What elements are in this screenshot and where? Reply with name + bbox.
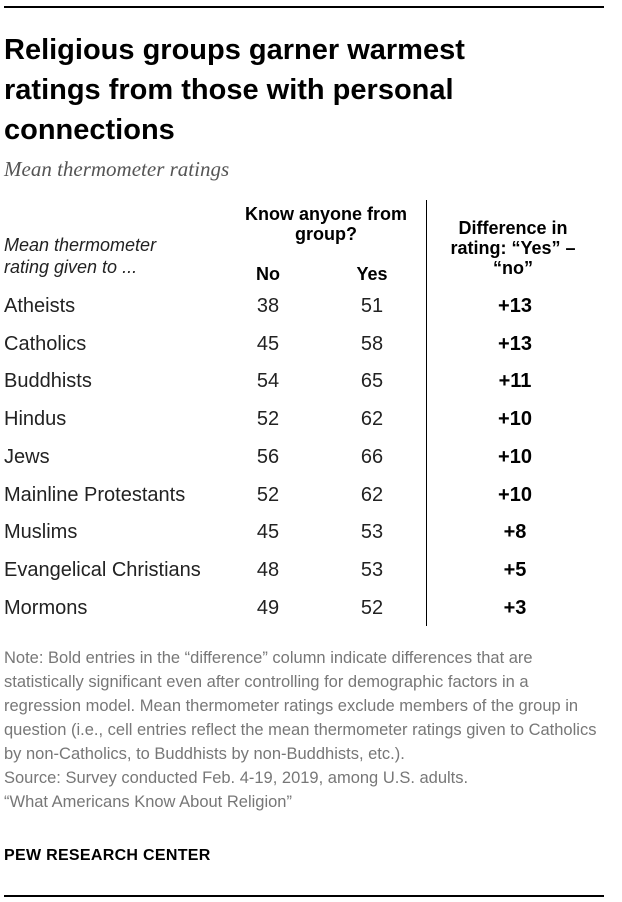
table-row: Atheists 38 51 +13	[0, 293, 622, 330]
rating-difference: +10	[498, 483, 532, 506]
top-rule	[4, 6, 604, 8]
rating-difference: +3	[503, 596, 527, 619]
table-row: Jews 56 66 +10	[0, 444, 622, 481]
group-name: Jews	[4, 445, 50, 468]
rating-no: 52	[256, 483, 280, 506]
rating-difference: +8	[503, 521, 527, 544]
rating-yes: 62	[360, 483, 384, 506]
group-name: Evangelical Christians	[4, 558, 201, 581]
rating-difference: +10	[498, 445, 532, 468]
pew-logo-text: PEW RESEARCH CENTER	[4, 847, 211, 864]
rating-no: 48	[256, 558, 280, 581]
rating-no: 52	[256, 408, 280, 431]
row-label-header: Mean thermometer rating given to ...	[4, 235, 157, 277]
rating-no: 45	[256, 332, 280, 355]
group-name: Hindus	[4, 408, 67, 431]
column-divider	[426, 200, 427, 626]
table-row: Buddhists 54 65 +11	[0, 368, 622, 405]
rating-yes: 58	[360, 332, 384, 355]
group-name: Muslims	[4, 521, 78, 544]
table-row: Hindus 52 62 +10	[0, 406, 622, 443]
rating-yes: 53	[360, 521, 384, 544]
yes-column-header: Yes	[356, 264, 388, 284]
chart-title: Religious groups garner warmest ratings …	[4, 34, 465, 146]
chart-notes: Note: Bold entries in the “difference” c…	[4, 646, 604, 814]
know-anyone-header: Know anyone from group?	[244, 204, 407, 244]
no-column-header: No	[256, 264, 280, 284]
group-name: Mormons	[4, 596, 88, 619]
rating-difference: +13	[498, 332, 532, 355]
report-title-text: “What Americans Know About Religion”	[4, 793, 292, 811]
note-text: Note: Bold entries in the “difference” c…	[4, 649, 597, 763]
group-name: Mainline Protestants	[4, 483, 186, 506]
group-name: Buddhists	[4, 370, 92, 393]
rating-yes: 51	[360, 295, 384, 317]
table-row: Evangelical Christians 48 53 +5	[0, 557, 622, 594]
rating-yes: 53	[360, 558, 384, 581]
rating-difference: +11	[498, 370, 532, 393]
rating-yes: 62	[360, 408, 384, 431]
group-name: Catholics	[4, 332, 87, 355]
source-text: Source: Survey conducted Feb. 4-19, 2019…	[4, 769, 469, 787]
difference-header: Difference in rating: “Yes” – “no”	[450, 218, 576, 278]
rating-yes: 52	[360, 596, 384, 619]
rating-no: 45	[256, 521, 280, 544]
group-name: Atheists	[4, 295, 76, 317]
rating-no: 54	[256, 370, 280, 393]
rating-difference: +13	[498, 295, 532, 317]
rating-no: 49	[256, 596, 280, 619]
rating-no: 38	[256, 295, 280, 317]
chart-subtitle: Mean thermometer ratings	[4, 157, 230, 181]
table-row: Catholics 45 58 +13	[0, 331, 622, 368]
rating-difference: +10	[498, 408, 532, 431]
rating-yes: 65	[360, 370, 384, 393]
table-row: Mainline Protestants 52 62 +10	[0, 482, 622, 519]
table-row: Mormons 49 52 +3	[0, 595, 622, 632]
bottom-rule	[4, 895, 604, 897]
rating-yes: 66	[360, 445, 384, 468]
table-row: Muslims 45 53 +8	[0, 519, 622, 556]
rating-difference: +5	[503, 558, 527, 581]
rating-no: 56	[256, 445, 280, 468]
